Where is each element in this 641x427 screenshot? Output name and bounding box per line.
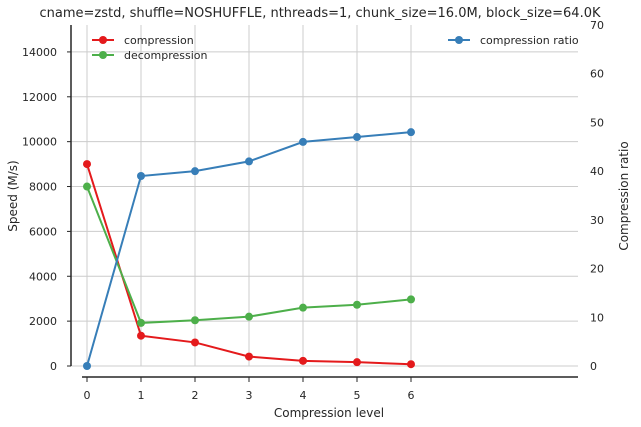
y-tick-label: 6000 bbox=[29, 225, 57, 238]
data-point-decompression bbox=[137, 318, 145, 327]
data-point-decompression bbox=[407, 295, 415, 304]
legend-label: compression ratio bbox=[480, 34, 579, 47]
legend-layer: compression decompression compression rati… bbox=[92, 34, 579, 62]
legend-label: compression bbox=[124, 34, 194, 47]
data-point-decompression bbox=[299, 303, 307, 312]
tick-layer: 0200040006000800010000120001400001020304… bbox=[22, 19, 604, 402]
y2-tick-label: 50 bbox=[590, 116, 604, 129]
legend-entry-compression-ratio: compression ratio bbox=[448, 34, 579, 47]
x-tick-label: 1 bbox=[138, 389, 145, 402]
data-point-compression bbox=[83, 160, 91, 169]
data-point-compression-ratio bbox=[83, 362, 91, 370]
data-point-compression bbox=[407, 360, 415, 369]
x-tick-label: 2 bbox=[192, 389, 199, 402]
legend-swatch-marker bbox=[99, 36, 107, 44]
y2-tick-label: 30 bbox=[590, 214, 604, 227]
x-tick-label: 0 bbox=[84, 389, 91, 402]
y-tick-label: 12000 bbox=[22, 91, 57, 104]
data-point-decompression bbox=[353, 300, 361, 309]
data-point-compression-ratio bbox=[299, 137, 307, 146]
y2-tick-label: 20 bbox=[590, 263, 604, 276]
data-point-compression bbox=[353, 358, 361, 367]
data-point-decompression bbox=[191, 316, 199, 325]
series-layer bbox=[83, 128, 415, 370]
y-tick-label: 10000 bbox=[22, 136, 57, 149]
y-tick-label: 0 bbox=[50, 360, 57, 373]
legend-entry-decompression: decompression bbox=[92, 49, 208, 62]
chart-title: cname=zstd, shuffle=NOSHUFFLE, nthreads=… bbox=[39, 6, 601, 21]
y2-axis-title: Compression ratio bbox=[617, 141, 631, 250]
data-point-decompression bbox=[245, 312, 253, 321]
data-point-compression-ratio bbox=[407, 128, 415, 137]
x-tick-label: 5 bbox=[354, 389, 361, 402]
series-compression bbox=[83, 160, 415, 369]
spine-layer bbox=[70, 25, 578, 378]
x-axis-title: Compression level bbox=[274, 406, 384, 420]
series-compression-ratio bbox=[83, 128, 415, 370]
data-point-compression-ratio bbox=[353, 133, 361, 142]
y2-tick-label: 40 bbox=[590, 165, 604, 178]
y-axis-title: Speed (M/s) bbox=[6, 160, 20, 231]
y-tick-label: 2000 bbox=[29, 315, 57, 328]
data-point-compression bbox=[137, 331, 145, 340]
data-point-compression bbox=[191, 338, 199, 347]
legend-entry-compression: compression bbox=[92, 34, 194, 47]
y-tick-label: 8000 bbox=[29, 181, 57, 194]
data-point-compression bbox=[299, 356, 307, 365]
y2-tick-label: 10 bbox=[590, 311, 604, 324]
data-point-decompression bbox=[83, 182, 91, 191]
x-tick-label: 6 bbox=[408, 389, 415, 402]
y-tick-label: 14000 bbox=[22, 46, 57, 59]
data-point-compression-ratio bbox=[245, 157, 253, 166]
y2-tick-label: 70 bbox=[590, 19, 604, 32]
x-tick-label: 4 bbox=[300, 389, 307, 402]
series-decompression bbox=[83, 182, 415, 327]
data-point-compression-ratio bbox=[191, 167, 199, 176]
y2-tick-label: 0 bbox=[590, 360, 597, 373]
data-point-compression-ratio bbox=[137, 172, 145, 181]
data-point-compression bbox=[245, 352, 253, 361]
y-tick-label: 4000 bbox=[29, 270, 57, 283]
legend-swatch-marker bbox=[99, 51, 107, 59]
y2-tick-label: 60 bbox=[590, 68, 604, 81]
x-tick-label: 3 bbox=[246, 389, 253, 402]
legend-label: decompression bbox=[124, 49, 208, 62]
legend-swatch-marker bbox=[455, 36, 463, 44]
